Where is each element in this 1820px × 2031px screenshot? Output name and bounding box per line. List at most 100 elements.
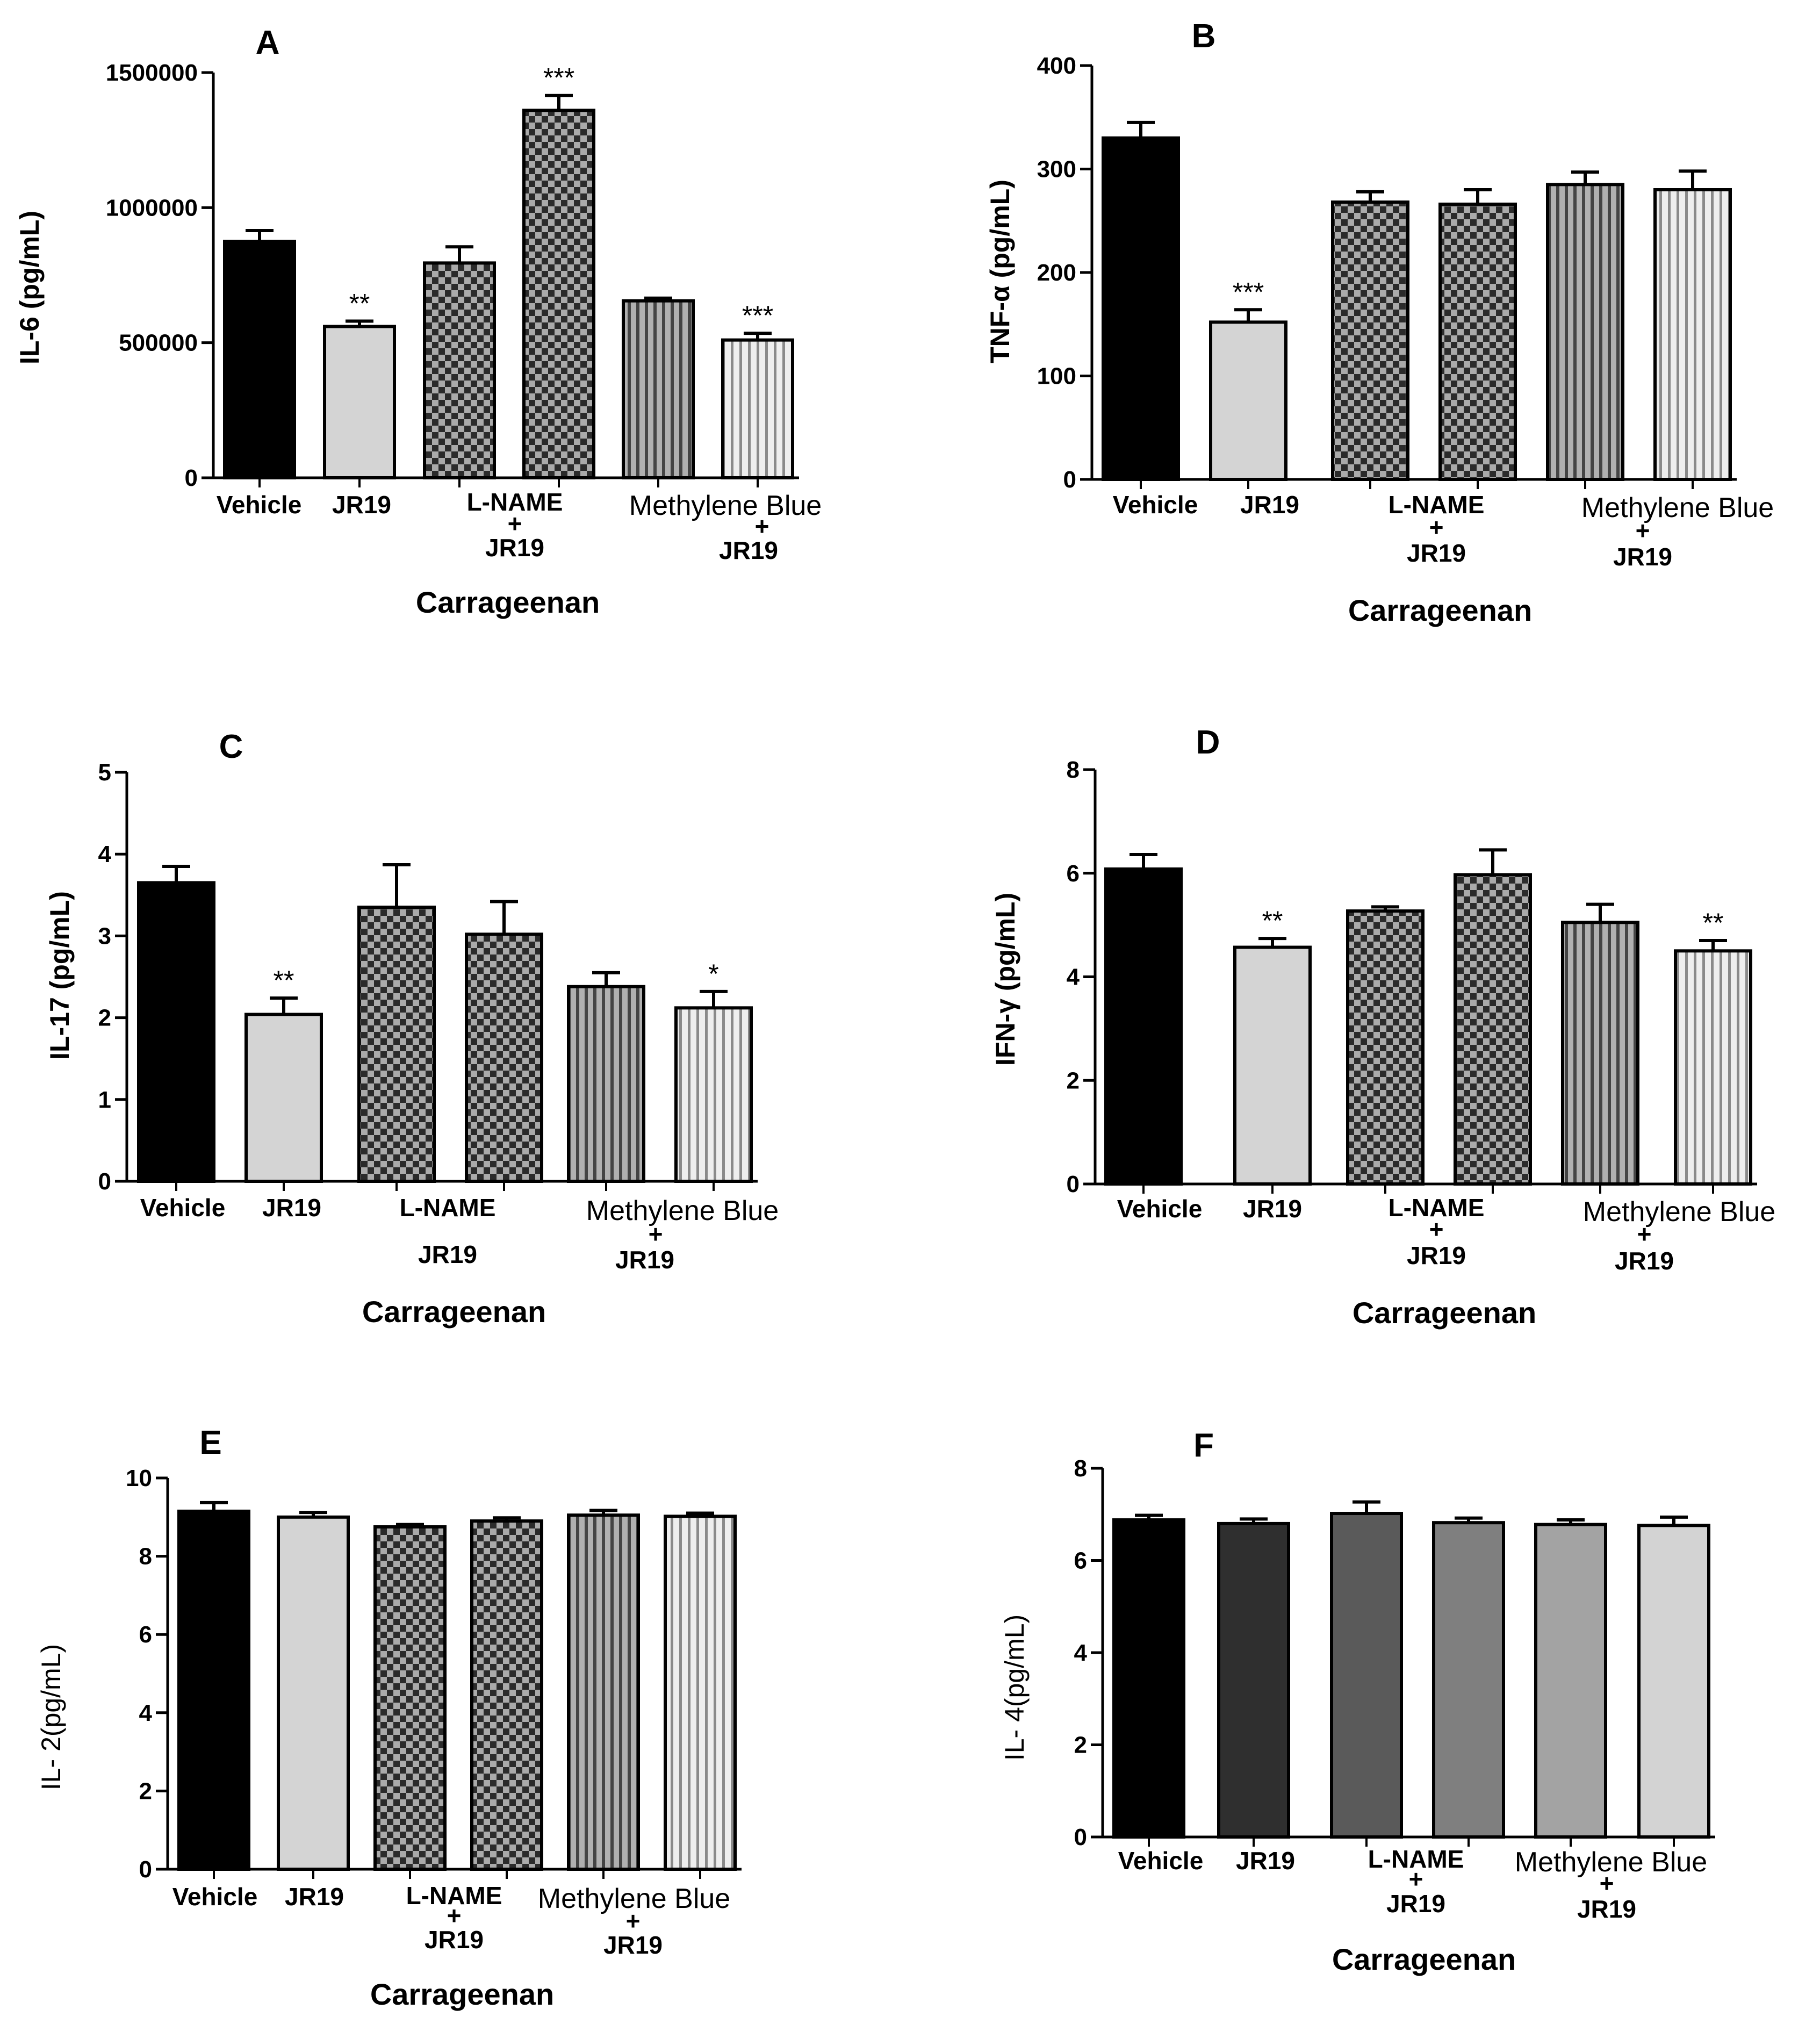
- x-category-mb-plus-b: +: [1636, 516, 1650, 544]
- bar-f-5: [1637, 1524, 1710, 1839]
- x-categories-e: Vehicle JR19 L-NAME + JR19 Methylene Blu…: [172, 1882, 731, 1959]
- bar-e-0: [177, 1509, 250, 1871]
- x-category-lname-plus-a: +: [508, 509, 522, 537]
- bar-b-5: [1653, 188, 1732, 481]
- panel-letter-e: E: [199, 1424, 221, 1461]
- bar-d-1: [1233, 945, 1312, 1186]
- bar-f-4: [1534, 1523, 1607, 1839]
- significance-c-5: *: [708, 959, 718, 989]
- bar-c-5: [674, 1006, 753, 1183]
- bar-b-4: [1546, 183, 1624, 481]
- bar-b-3: [1438, 202, 1517, 481]
- x-categories-f: Vehicle JR19 L-NAME + JR19 Methylene Blu…: [1118, 1845, 1708, 1923]
- x-axis-title-e: Carrageenan: [370, 1977, 554, 2011]
- x-category-mb-jr19-d: JR19: [1615, 1247, 1674, 1275]
- y-tick-label-d-4: 8: [1067, 757, 1080, 783]
- bar-c-1: [244, 1013, 323, 1183]
- bar-e-1: [277, 1515, 350, 1871]
- panel-a: A IL-6 (pg/mL) 050000010000001500000****…: [15, 24, 822, 619]
- x-category-vehicle-d: Vehicle: [1117, 1195, 1203, 1223]
- panel-f: F IL- 4(pg/mL) 0 2 4 6 8 Vehicle JR19 L-NAME…: [999, 1427, 1715, 1976]
- x-category-lname-jr19-d: JR19: [1407, 1241, 1466, 1269]
- significance-b-1: ***: [1233, 277, 1264, 307]
- y-axis-label-b: TNF-α (pg/mL): [985, 180, 1015, 363]
- x-category-mb-plus-f: +: [1600, 1869, 1614, 1897]
- bar-a-4: [622, 299, 695, 480]
- x-category-lname-plus-b: +: [1429, 513, 1444, 541]
- significance-c-1: **: [274, 965, 294, 995]
- x-category-mb-d: Methylene Blue: [1583, 1196, 1775, 1228]
- bar-a-1: [323, 325, 396, 479]
- x-category-vehicle-e: Vehicle: [172, 1883, 258, 1911]
- x-categories-a: Vehicle JR19 L-NAME + JR19 Methylene Blu…: [217, 488, 822, 564]
- x-category-lname-plus-e: +: [447, 1901, 462, 1929]
- y-axis-label-d: IFN-γ (pg/mL): [990, 893, 1020, 1066]
- panel-e: E IL- 2(pg/mL) 0 2 4 6 8 10 Vehicle JR19 L-NA…: [36, 1424, 742, 2011]
- bar-c-4: [567, 985, 645, 1183]
- bar-d-2: [1346, 909, 1425, 1186]
- y-axis-label-f: IL- 4(pg/mL): [999, 1614, 1030, 1761]
- x-category-mb-a: Methylene Blue: [629, 490, 822, 521]
- x-category-lname-jr19-b: JR19: [1407, 539, 1466, 567]
- x-category-mb-plus-d: +: [1637, 1220, 1652, 1248]
- x-category-lname-e: L-NAME: [406, 1882, 502, 1910]
- y-tick-label-c-1: 1: [98, 1087, 111, 1113]
- x-category-jr19-f: JR19: [1236, 1847, 1295, 1875]
- x-axis-title-f: Carrageenan: [1332, 1942, 1516, 1976]
- x-category-mb-f: Methylene Blue: [1515, 1847, 1707, 1878]
- bar-f-1: [1217, 1522, 1290, 1839]
- bar-f-3: [1432, 1521, 1505, 1839]
- x-category-lname-a: L-NAME: [467, 488, 563, 516]
- marks-b: 0 100 200 300 400 ***: [1037, 53, 1737, 493]
- bar-f-0: [1112, 1518, 1185, 1839]
- bar-e-2: [373, 1525, 447, 1871]
- panel-b: B TNF-α (pg/mL) 0 100 200 300 400 *** Vehicle…: [985, 18, 1774, 627]
- x-axis-title-c: Carrageenan: [362, 1295, 546, 1329]
- y-tick-label-b-1: 100: [1037, 363, 1076, 390]
- x-category-lname-plus-d: +: [1429, 1215, 1444, 1243]
- x-category-mb-c: Methylene Blue: [586, 1195, 779, 1226]
- y-tick-label-e-1: 2: [139, 1778, 152, 1804]
- bar-a-0: [223, 240, 296, 479]
- x-category-mb-jr19-e: JR19: [603, 1931, 663, 1959]
- x-category-mb-plus-e: +: [626, 1907, 641, 1935]
- x-category-vehicle-f: Vehicle: [1118, 1847, 1204, 1875]
- x-axis-title-b: Carrageenan: [1348, 593, 1532, 627]
- bar-e-3: [470, 1519, 543, 1871]
- bar-e-5: [664, 1515, 737, 1871]
- y-tick-label-a-0: 0: [185, 465, 198, 491]
- y-tick-label-b-2: 200: [1037, 260, 1076, 286]
- x-category-lname-b: L-NAME: [1389, 491, 1485, 519]
- y-tick-label-f-1: 2: [1074, 1732, 1087, 1759]
- y-axis-label-c: IL-17 (pg/mL): [45, 891, 75, 1060]
- panel-letter-a: A: [256, 24, 280, 61]
- x-category-mb-b: Methylene Blue: [1581, 492, 1774, 523]
- y-tick-label-c-5: 5: [98, 759, 111, 786]
- bar-c-2: [357, 906, 436, 1183]
- x-category-lname-d: L-NAME: [1389, 1194, 1485, 1222]
- panel-letter-c: C: [219, 728, 243, 765]
- bar-d-4: [1561, 921, 1639, 1186]
- y-tick-label-b-3: 300: [1037, 156, 1076, 183]
- x-category-mb-plus-a: +: [755, 512, 769, 540]
- bar-d-0: [1104, 867, 1183, 1186]
- marks-f: 0 2 4 6 8: [1074, 1455, 1715, 1850]
- y-tick-label-e-3: 6: [139, 1621, 152, 1648]
- x-category-lname-plus-f: +: [1409, 1865, 1423, 1893]
- x-category-vehicle-b: Vehicle: [1113, 491, 1198, 519]
- panel-letter-d: D: [1196, 724, 1220, 761]
- x-category-jr19-a: JR19: [332, 491, 391, 519]
- x-category-mb-e: Methylene Blue: [538, 1883, 730, 1914]
- x-category-lname-c: L-NAME: [400, 1194, 496, 1222]
- y-tick-label-f-2: 4: [1074, 1640, 1088, 1666]
- panel-d: D IFN-γ (pg/mL) 0 2 4 6 8 ** ** Vehicle JR19 L…: [990, 724, 1775, 1330]
- y-tick-label-a-2: 1000000: [106, 195, 198, 221]
- bar-f-2: [1330, 1512, 1403, 1839]
- bar-c-3: [465, 932, 543, 1183]
- bar-b-0: [1102, 136, 1180, 481]
- x-category-mb-jr19-c: JR19: [615, 1246, 674, 1274]
- x-category-jr19-e: JR19: [285, 1883, 344, 1911]
